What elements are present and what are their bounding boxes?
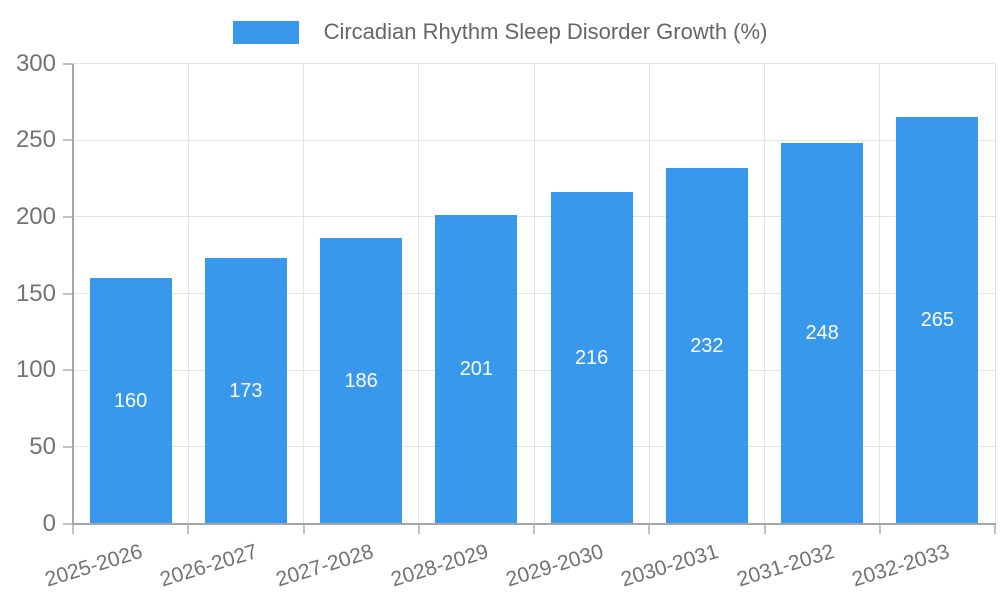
x-axis (72, 522, 996, 525)
y-axis-tick (63, 139, 73, 142)
chart-legend: Circadian Rhythm Sleep Disorder Growth (… (0, 19, 1000, 45)
x-axis-tick (648, 523, 651, 534)
bar-value-label: 186 (344, 369, 378, 392)
y-axis-tick (63, 292, 73, 295)
y-tick-label: 100 (15, 356, 56, 384)
y-axis-tick (63, 445, 73, 448)
x-tick-label: 2029-2030 (503, 540, 607, 592)
y-tick-label: 200 (15, 202, 56, 230)
bar[interactable] (204, 258, 287, 524)
y-tick-label: 0 (42, 509, 56, 537)
bar[interactable] (320, 238, 403, 524)
y-tick-label: 250 (15, 126, 56, 154)
x-tick-label: 2026-2027 (157, 540, 261, 592)
v-gridline (187, 63, 189, 524)
v-gridline (994, 63, 996, 524)
x-tick-label: 2031-2032 (734, 540, 837, 592)
bar-value-label: 265 (920, 309, 955, 332)
x-axis-tick (302, 523, 305, 534)
bar[interactable] (89, 278, 172, 524)
bar-value-label: 248 (805, 322, 839, 345)
bar-value-label: 201 (459, 358, 494, 381)
y-axis-tick (63, 522, 73, 525)
v-gridline (879, 63, 881, 524)
v-gridline (418, 63, 420, 524)
y-axis-tick (63, 369, 73, 372)
bar-value-label: 160 (113, 389, 148, 412)
x-tick-label: 2032-2033 (849, 540, 953, 592)
x-axis-tick (417, 523, 420, 534)
x-tick-label: 2028-2029 (388, 540, 492, 592)
chart-title: Circadian Rhythm Sleep Disorder Growth (… (323, 19, 768, 44)
y-axis (72, 63, 74, 524)
v-gridline (533, 63, 535, 524)
bar[interactable] (550, 192, 633, 524)
y-tick-label: 50 (29, 432, 56, 460)
y-tick-label: 150 (15, 279, 56, 307)
x-tick-label: 2025-2026 (42, 540, 146, 592)
v-gridline (303, 63, 304, 524)
bar-value-label: 232 (690, 334, 724, 357)
bar[interactable] (781, 143, 864, 524)
x-axis-tick (72, 523, 74, 534)
y-axis-tick (63, 62, 73, 65)
bar[interactable] (896, 117, 979, 524)
v-gridline (648, 63, 650, 524)
x-tick-label: 2030-2031 (618, 540, 722, 592)
x-axis-tick (878, 523, 881, 534)
x-axis-tick (187, 523, 190, 534)
legend-item[interactable]: Circadian Rhythm Sleep Disorder Growth (… (232, 19, 768, 45)
x-axis-tick (994, 523, 996, 534)
y-axis-tick (63, 215, 73, 218)
bar[interactable] (435, 215, 518, 524)
v-gridline (764, 63, 765, 524)
x-axis-tick (533, 523, 535, 534)
bar-value-label: 216 (574, 346, 609, 369)
x-axis-tick (763, 523, 766, 534)
bar-value-label: 173 (229, 379, 263, 402)
x-tick-label: 2027-2028 (273, 540, 376, 592)
y-tick-label: 300 (15, 49, 56, 77)
bar[interactable] (665, 167, 748, 524)
legend-swatch (232, 20, 299, 44)
